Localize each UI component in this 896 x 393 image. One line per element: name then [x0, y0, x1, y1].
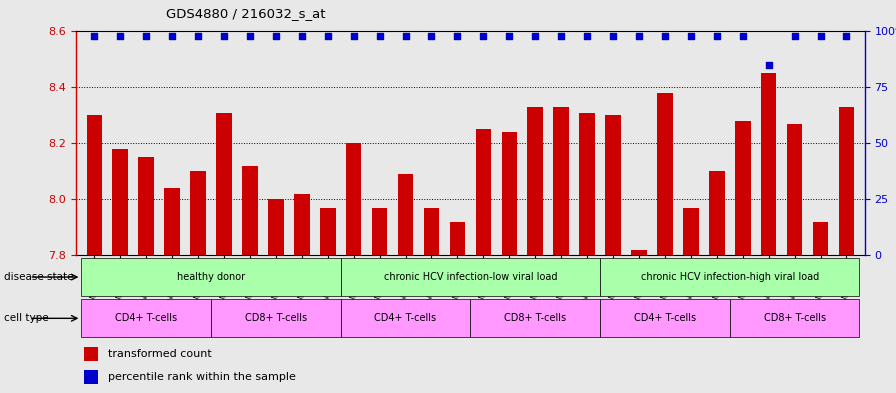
Point — [814, 33, 828, 39]
Point — [113, 33, 127, 39]
Text: transformed count: transformed count — [108, 349, 211, 359]
Point — [321, 33, 335, 39]
Bar — [84, 347, 99, 361]
Point — [87, 33, 101, 39]
Point — [399, 33, 413, 39]
Point — [373, 33, 387, 39]
Bar — [346, 143, 361, 255]
Point — [502, 33, 516, 39]
Point — [606, 33, 620, 39]
Text: healthy donor: healthy donor — [177, 272, 246, 282]
Point — [476, 33, 490, 39]
Point — [528, 33, 542, 39]
Text: cell type: cell type — [4, 313, 49, 323]
Bar — [683, 208, 699, 255]
Text: CD4+ T-cells: CD4+ T-cells — [115, 313, 177, 323]
Point — [710, 33, 724, 39]
Text: chronic HCV infection-high viral load: chronic HCV infection-high viral load — [641, 272, 819, 282]
Text: CD8+ T-cells: CD8+ T-cells — [504, 313, 566, 323]
Text: CD4+ T-cells: CD4+ T-cells — [633, 313, 696, 323]
Bar — [709, 171, 725, 255]
Bar — [631, 250, 647, 255]
Bar — [657, 93, 673, 255]
Bar — [84, 370, 99, 384]
Point — [139, 33, 153, 39]
Bar — [340, 258, 600, 296]
Bar — [320, 208, 335, 255]
Point — [658, 33, 672, 39]
Text: disease state: disease state — [4, 272, 74, 282]
Point — [684, 33, 698, 39]
Point — [191, 33, 205, 39]
Text: chronic HCV infection-low viral load: chronic HCV infection-low viral load — [383, 272, 557, 282]
Bar — [761, 73, 777, 255]
Bar — [528, 107, 543, 255]
Bar — [242, 166, 258, 255]
Point — [347, 33, 361, 39]
Point — [451, 33, 465, 39]
Bar — [216, 113, 232, 255]
Bar — [450, 222, 465, 255]
Bar — [729, 299, 859, 337]
Bar — [476, 129, 491, 255]
Bar — [164, 188, 180, 255]
Point — [165, 33, 179, 39]
Point — [632, 33, 646, 39]
Text: percentile rank within the sample: percentile rank within the sample — [108, 372, 296, 382]
Point — [295, 33, 309, 39]
Point — [554, 33, 568, 39]
Point — [840, 33, 854, 39]
Bar — [606, 116, 621, 255]
Bar — [372, 208, 387, 255]
Bar — [470, 299, 600, 337]
Bar — [113, 149, 128, 255]
Bar — [294, 194, 310, 255]
Bar — [424, 208, 439, 255]
Point — [762, 62, 776, 68]
Text: GDS4880 / 216032_s_at: GDS4880 / 216032_s_at — [166, 7, 325, 20]
Bar — [580, 113, 595, 255]
Bar — [813, 222, 828, 255]
Bar — [87, 116, 102, 255]
Bar — [190, 171, 206, 255]
Bar — [502, 132, 517, 255]
Bar — [340, 299, 470, 337]
Bar — [138, 158, 154, 255]
Point — [425, 33, 439, 39]
Bar — [211, 299, 340, 337]
Bar — [82, 299, 211, 337]
Point — [788, 33, 802, 39]
Bar — [735, 121, 751, 255]
Text: CD8+ T-cells: CD8+ T-cells — [763, 313, 826, 323]
Point — [736, 33, 750, 39]
Point — [580, 33, 594, 39]
Bar — [398, 174, 413, 255]
Bar — [839, 107, 854, 255]
Point — [217, 33, 231, 39]
Point — [243, 33, 257, 39]
Text: CD4+ T-cells: CD4+ T-cells — [375, 313, 436, 323]
Bar — [600, 258, 859, 296]
Text: CD8+ T-cells: CD8+ T-cells — [245, 313, 307, 323]
Bar — [554, 107, 569, 255]
Bar — [268, 199, 284, 255]
Bar — [82, 258, 340, 296]
Bar — [600, 299, 729, 337]
Bar — [787, 124, 803, 255]
Point — [269, 33, 283, 39]
